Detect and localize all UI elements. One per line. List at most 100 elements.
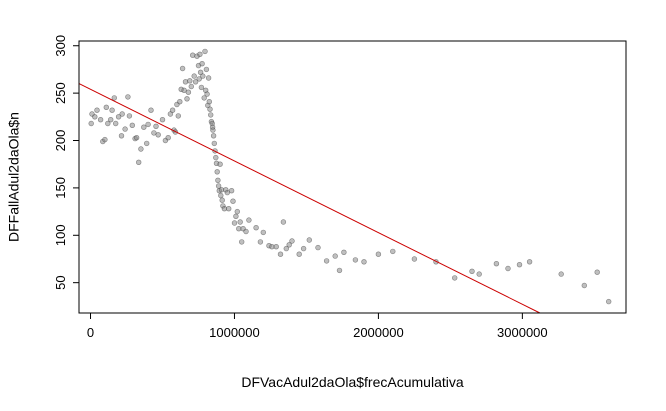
data-point (133, 135, 140, 141)
data-point (233, 213, 239, 220)
data-point (155, 132, 161, 138)
data-point (145, 121, 151, 128)
data-point (92, 114, 98, 120)
data-point (323, 258, 330, 264)
data-point (196, 76, 202, 82)
data-point (119, 111, 125, 117)
data-point (581, 282, 587, 289)
y-tick-label: 100 (53, 224, 68, 246)
data-point (203, 66, 210, 73)
data-point (289, 238, 295, 244)
data-point (165, 135, 171, 141)
data-point (239, 239, 245, 245)
data-point (153, 123, 159, 130)
data-point (102, 136, 108, 143)
data-point (138, 146, 144, 152)
data-point (217, 161, 223, 167)
data-point (200, 73, 206, 79)
data-point (213, 154, 219, 161)
data-point (112, 120, 119, 127)
data-point (201, 95, 207, 101)
data-point (253, 225, 259, 231)
y-tick-label: 200 (53, 130, 68, 152)
data-point (204, 91, 210, 97)
data-point (202, 48, 208, 55)
data-point (218, 192, 224, 199)
data-point (315, 244, 321, 251)
regression-line (78, 83, 541, 314)
data-point (88, 120, 94, 127)
data-point (192, 79, 199, 85)
data-point (231, 220, 238, 226)
data-point (169, 107, 176, 113)
data-point (277, 251, 284, 257)
data-point (246, 217, 252, 223)
data-point (184, 96, 190, 102)
data-point (283, 245, 289, 252)
data-point (452, 275, 458, 281)
data-point (237, 219, 243, 225)
data-point (103, 104, 110, 111)
data-point (175, 113, 182, 119)
data-point (243, 228, 249, 235)
x-axis: 0 1000000 2000000 3000000 (87, 312, 548, 340)
data-point (199, 60, 205, 67)
data-point (228, 188, 235, 194)
data-point (97, 116, 104, 123)
data-point (115, 114, 122, 120)
y-tick-label: 150 (53, 177, 68, 199)
data-point (182, 79, 189, 85)
data-point (210, 127, 216, 133)
data-point (206, 98, 213, 105)
data-point (505, 265, 511, 272)
data-point (187, 78, 193, 84)
data-point (230, 198, 236, 204)
data-point (208, 112, 214, 118)
data-point (558, 271, 564, 277)
data-point (109, 107, 115, 113)
data-point (179, 65, 186, 72)
data-point (197, 51, 203, 57)
data-point (257, 239, 264, 245)
data-point (306, 237, 312, 243)
data-point (198, 84, 205, 91)
data-point (375, 251, 382, 257)
data-point (125, 94, 131, 100)
data-point (214, 169, 220, 175)
data-point (126, 113, 133, 119)
data-point (148, 107, 154, 113)
data-point (361, 259, 367, 265)
y-axis-title: DFFallAdul2daOla$n (6, 112, 22, 242)
data-point (159, 116, 166, 123)
data-point (411, 256, 418, 262)
data-point (215, 177, 221, 184)
data-point (111, 95, 118, 101)
data-point (390, 248, 396, 255)
data-point (234, 208, 241, 215)
x-tick-label: 3000000 (497, 325, 548, 340)
data-point (210, 133, 217, 139)
y-axis: 50 100 150 200 250 300 (53, 35, 80, 290)
data-point (273, 244, 279, 250)
y-tick-label: 300 (53, 35, 68, 57)
data-point (185, 89, 192, 95)
data-point (526, 259, 533, 265)
data-point (205, 75, 212, 81)
data-point (105, 120, 111, 127)
data-point (122, 126, 128, 132)
data-point (280, 219, 287, 225)
points-layer (88, 48, 612, 305)
x-axis-title: DFVacAdul2daOla$frecAcumulativa (241, 374, 464, 390)
x-tick-label: 0 (87, 325, 94, 340)
data-point (144, 140, 150, 147)
data-point (605, 298, 612, 305)
data-point (107, 116, 114, 123)
data-point (476, 271, 482, 277)
data-point (129, 122, 136, 129)
data-point (188, 83, 195, 90)
data-point (94, 107, 100, 113)
data-point (286, 242, 292, 248)
data-point (493, 261, 500, 267)
